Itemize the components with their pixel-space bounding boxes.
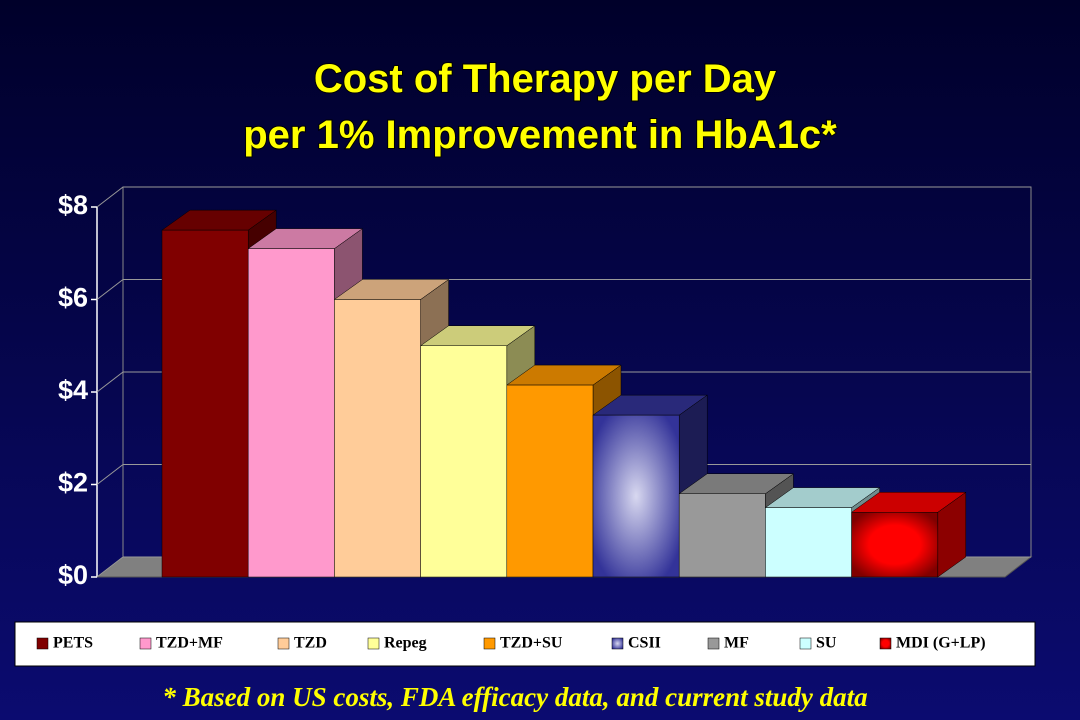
bar-front xyxy=(592,414,680,578)
legend-label: TZD xyxy=(294,635,327,652)
legend-box xyxy=(14,621,1036,667)
y-tick-label: $4 xyxy=(58,375,88,405)
legend-swatch xyxy=(799,637,812,650)
grid-line xyxy=(96,279,124,300)
legend-swatch xyxy=(277,637,290,650)
plot-area: $0 $2 $4 $6 $8 xyxy=(58,186,1033,590)
bar-front xyxy=(420,345,508,578)
y-tick-label: $0 xyxy=(58,560,88,590)
legend-label: SU xyxy=(816,635,837,652)
y-tick-label: $2 xyxy=(58,468,88,498)
bar-front xyxy=(247,248,335,578)
legend-swatch xyxy=(36,637,49,650)
legend-swatch xyxy=(483,637,496,650)
bar-front xyxy=(765,507,852,578)
legend-label: MDI (G+LP) xyxy=(896,635,986,652)
legend-label: PETS xyxy=(53,635,93,652)
legend-label: TZD+MF xyxy=(156,635,223,652)
grid-line xyxy=(96,186,124,208)
y-tick-label: $6 xyxy=(58,283,88,313)
chart-title: Cost of Therapy per Day xyxy=(314,57,777,101)
legend-label: Repeg xyxy=(384,635,427,652)
legend: PETS TZD+MF TZD Repeg TZD+SU CSII MF SU MDI (G+L… xyxy=(36,635,986,652)
grid-line xyxy=(96,464,124,485)
legend-swatch xyxy=(611,637,624,650)
legend-label: CSII xyxy=(628,635,661,652)
chart-title: per 1% Improvement in HbA1c* xyxy=(243,113,837,157)
legend-swatch xyxy=(367,637,380,650)
grid-line xyxy=(96,556,124,578)
legend-label: TZD+SU xyxy=(500,635,563,652)
y-tick-label: $8 xyxy=(58,190,88,220)
legend-label: MF xyxy=(724,635,749,652)
bar-front xyxy=(334,299,421,578)
footnote: * Based on US costs, FDA efficacy data, … xyxy=(162,682,867,712)
bar xyxy=(850,491,967,578)
legend-swatch xyxy=(139,637,152,650)
legend-swatch xyxy=(707,637,720,650)
grid-line xyxy=(96,371,124,393)
bar-front xyxy=(161,229,249,578)
bar-front xyxy=(678,493,766,578)
bar-front xyxy=(851,512,939,578)
bar-front xyxy=(506,384,594,578)
legend-swatch xyxy=(879,637,892,650)
